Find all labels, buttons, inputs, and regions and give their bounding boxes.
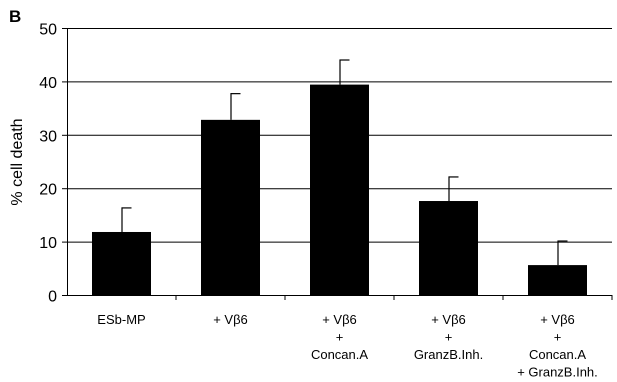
x-category-label: Concan.A [529,347,586,362]
bar [92,231,151,295]
bar [528,265,587,295]
bars [92,84,587,296]
x-category-label: Concan.A [311,347,368,362]
bar [419,201,478,295]
panel-label: B [9,7,21,26]
x-category-label: + Vβ6 [431,312,466,327]
y-tick-label: 10 [39,235,57,252]
y-tick-labels: 0 10 20 30 40 50 [39,22,57,306]
x-category-label: + Vβ6 [213,312,248,327]
y-tick-label: 40 [39,75,57,92]
y-tick-label: 20 [39,182,57,199]
x-category-label: + [554,330,562,345]
y-tick-label: 30 [39,128,57,145]
bar [310,84,369,295]
x-category-labels: ESb-MP + Vβ6 + Vβ6 + Concan.A + Vβ6 + GranzB.In… [97,312,597,380]
axes [62,28,613,300]
y-tick-label: 0 [48,289,57,306]
x-category-label: + [445,330,453,345]
x-category-label: GranzB.Inh. [414,347,483,362]
y-axis-title: % cell death [9,118,26,205]
y-tick-label: 50 [39,22,57,39]
x-category-label: + Vβ6 [322,312,357,327]
x-category-label: + GranzB.Inh. [517,365,598,380]
x-category-label: ESb-MP [97,312,145,327]
x-category-label: + Vβ6 [540,312,575,327]
error-bars [121,59,568,266]
x-category-label: + [336,330,344,345]
bar [201,119,260,296]
